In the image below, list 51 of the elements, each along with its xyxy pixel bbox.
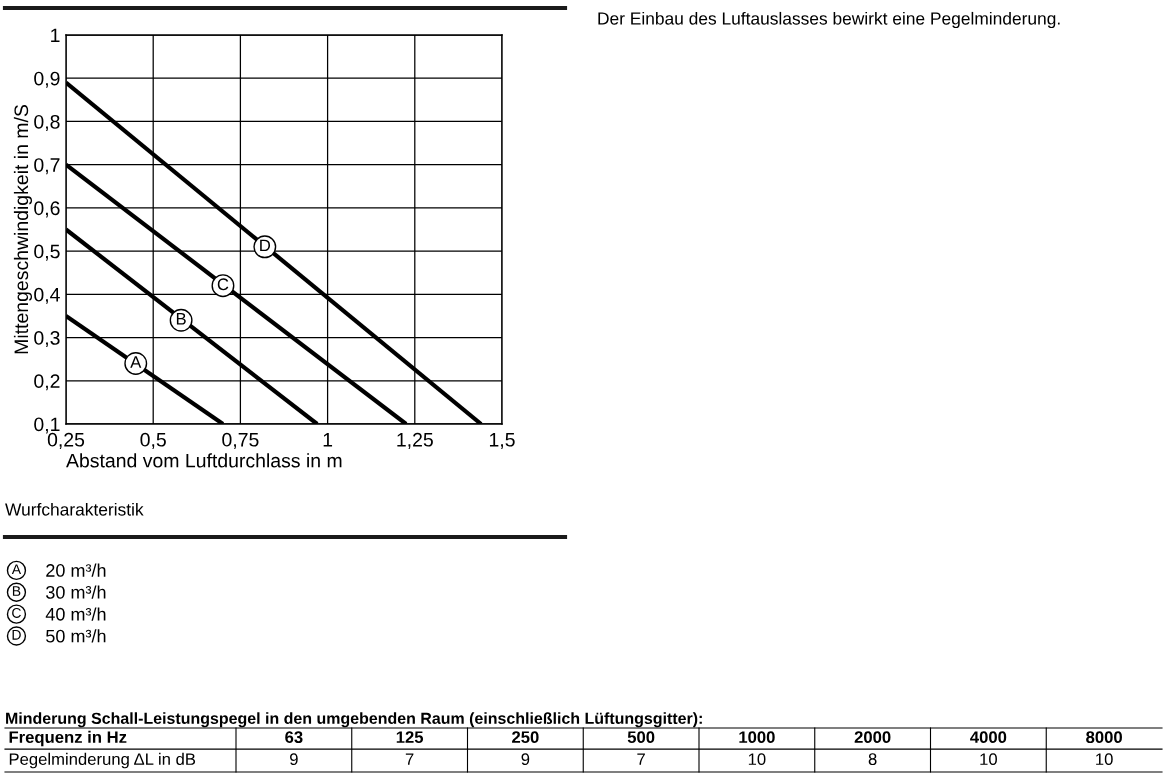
data-label: 10 <box>980 753 997 766</box>
x-axis-title: Abstand vom Luftdurchlass in m <box>66 453 342 468</box>
x-tick-label: 0,25 <box>47 432 85 449</box>
legend-label: 50 m³/h <box>46 629 106 643</box>
data-label: 8 <box>868 753 877 766</box>
y-tick-label: 0,1 <box>34 417 60 434</box>
text: B <box>12 586 21 596</box>
data-label: 10 <box>748 753 766 766</box>
legend-label: 30 m³/h <box>46 585 106 599</box>
y-tick-label: 0,3 <box>34 331 60 348</box>
data-label: 7 <box>637 753 645 765</box>
category-label: 125 <box>396 731 424 744</box>
y-tick-label: 0,6 <box>34 201 60 218</box>
x-tick-label: 0,75 <box>222 432 259 449</box>
y-tick-label: 0,4 <box>34 287 60 304</box>
x-tick-label: 1 <box>323 433 333 447</box>
category-label: 500 <box>627 731 655 744</box>
legend-label: 20 m³/h <box>46 563 106 577</box>
category-label: 1000 <box>739 731 775 744</box>
legend-label: 40 m³/h <box>45 607 106 621</box>
y-tick-label: 0,9 <box>34 71 60 88</box>
text: Wurfcharakteristik <box>5 502 144 516</box>
x-tick-label: 0,5 <box>140 432 166 449</box>
y-axis-title: Mittengeschwindigkeit in m/S <box>13 105 33 354</box>
text: Frequenz in Hz <box>9 730 127 747</box>
text: C <box>12 608 21 618</box>
annotation: A <box>130 356 142 368</box>
annotation: B <box>176 313 186 325</box>
text: A <box>11 564 22 574</box>
y-tick-label: 0,2 <box>34 374 60 391</box>
text: D <box>12 630 21 640</box>
data-label: 9 <box>521 753 530 766</box>
data-label: 9 <box>290 753 298 766</box>
text: Pegelminderung ΔL in dB <box>9 752 196 769</box>
text: Minderung Schall-Leistungspegel in den umgebenden Raum (einschließlich Lüftungsgitter): <box>6 712 702 728</box>
category-label: 63 <box>285 731 303 744</box>
annotation: C <box>217 278 229 291</box>
x-tick-label: 1,25 <box>397 432 433 449</box>
y-tick-label: 0,5 <box>34 244 60 261</box>
text: Der Einbau des Luftauslasses bewirkt eine Pegelminderung. <box>598 11 1060 29</box>
category-label: 4000 <box>970 731 1007 744</box>
x-tick-label: 1,5 <box>489 433 515 449</box>
category-label: 250 <box>512 731 539 744</box>
data-label: 10 <box>1096 753 1113 766</box>
y-tick-label: 0,7 <box>34 158 60 175</box>
category-label: 2000 <box>854 731 891 744</box>
y-tick-label: 0,8 <box>34 114 60 131</box>
category-label: 8000 <box>1086 731 1122 744</box>
y-tick-label: 1 <box>51 28 60 43</box>
annotation: D <box>260 239 271 252</box>
data-label: 7 <box>405 753 414 765</box>
